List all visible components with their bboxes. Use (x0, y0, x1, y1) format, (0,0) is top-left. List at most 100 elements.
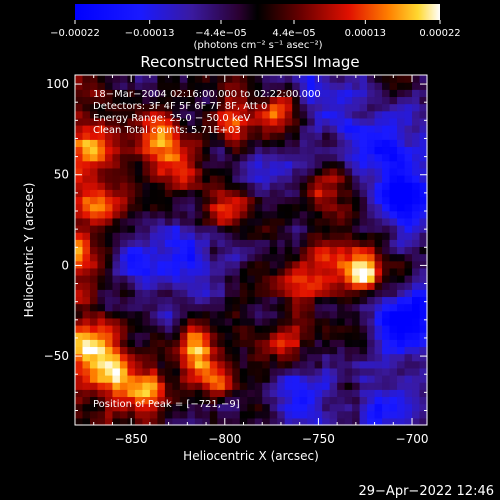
heatmap-cell (112, 282, 121, 290)
heatmap-cell (82, 275, 91, 283)
heatmap-cell (337, 267, 346, 276)
heatmap-cell (299, 253, 308, 262)
heatmap-cell (284, 325, 293, 333)
heatmap-cell (149, 332, 158, 340)
heatmap-cell (194, 296, 203, 305)
heatmap-cell (307, 375, 316, 383)
heatmap-cell (412, 346, 421, 355)
heatmap-cell (179, 139, 188, 148)
heatmap-cell (307, 389, 316, 398)
heatmap-cell (352, 246, 361, 255)
heatmap-cell (172, 275, 181, 283)
heatmap-cell (112, 289, 121, 298)
heatmap-cell (322, 303, 331, 312)
heatmap-cell (97, 117, 106, 126)
heatmap-cell (412, 132, 421, 140)
heatmap-cell (194, 182, 203, 190)
heatmap-cell (164, 182, 173, 190)
heatmap-cell (179, 232, 188, 240)
heatmap-cell (202, 396, 211, 405)
heatmap-cell (412, 267, 421, 276)
heatmap-cell (412, 332, 421, 340)
heatmap-cell (97, 146, 106, 155)
heatmap-cell (307, 96, 316, 105)
heatmap-cell (352, 146, 361, 155)
heatmap-cell (104, 103, 114, 112)
heatmap-cell (389, 110, 398, 119)
heatmap-cell (224, 367, 233, 376)
heatmap-cell (404, 417, 413, 426)
heatmap-cell (179, 160, 188, 169)
heatmap-cell (382, 167, 391, 176)
heatmap-cell (269, 146, 278, 155)
heatmap-cell (322, 153, 331, 162)
heatmap-cell (224, 332, 233, 340)
heatmap-cell (284, 367, 293, 376)
heatmap-cell (254, 246, 263, 255)
heatmap-cell (224, 303, 233, 312)
heatmap-cell (382, 403, 391, 412)
heatmap-cell (299, 289, 308, 298)
heatmap-cell (292, 367, 301, 376)
heatmap-cell (149, 225, 158, 233)
heatmap-cell (359, 396, 368, 405)
heatmap-cell (187, 239, 196, 248)
heatmap-cell (412, 125, 421, 133)
heatmap-cell (149, 110, 158, 119)
heatmap-cell (359, 389, 368, 398)
heatmap-cell (142, 289, 151, 298)
heatmap-cell (277, 289, 286, 298)
heatmap-cell (262, 167, 271, 176)
heatmap-cell (247, 382, 256, 390)
heatmap-cell (277, 375, 286, 383)
heatmap-cell (97, 96, 106, 105)
heatmap-cell (112, 303, 121, 312)
heatmap-cell (397, 117, 406, 126)
heatmap-cell (367, 303, 376, 312)
heatmap-cell (269, 389, 278, 398)
heatmap-cell (277, 103, 286, 112)
heatmap-cell (329, 103, 338, 112)
heatmap-cell (292, 167, 301, 176)
heatmap-cell (299, 346, 308, 355)
heatmap-cell (329, 260, 338, 269)
heatmap-cell (269, 253, 278, 262)
heatmap-cell (404, 239, 413, 248)
heatmap-cell (164, 367, 173, 376)
heatmap-cell (299, 196, 308, 205)
heatmap-cell (314, 132, 323, 140)
heatmap-cell (397, 303, 406, 312)
heatmap-cell (157, 310, 166, 319)
heatmap-cell (344, 253, 353, 262)
heatmap-cell (247, 417, 256, 426)
heatmap-cell (194, 325, 203, 333)
heatmap-cell (269, 403, 278, 412)
heatmap-cell (247, 139, 256, 148)
heatmap-cell (224, 275, 233, 283)
heatmap-cell (397, 82, 406, 90)
heatmap-cell (142, 260, 151, 269)
heatmap-cell (149, 289, 158, 298)
heatmap-cell (209, 396, 218, 405)
heatmap-cell (142, 310, 151, 319)
heatmap-cell (322, 353, 331, 362)
heatmap-cell (202, 232, 211, 240)
heatmap-cell (209, 360, 218, 369)
heatmap-cell (277, 189, 286, 198)
heatmap-cell (142, 167, 151, 176)
heatmap-cell (404, 225, 413, 233)
heatmap-cell (367, 282, 376, 290)
heatmap-cell (149, 139, 158, 148)
heatmap-cell (322, 267, 331, 276)
heatmap-cell (75, 217, 84, 226)
heatmap-cell (232, 296, 241, 305)
heatmap-cell (307, 403, 316, 412)
heatmap-cell (262, 103, 271, 112)
heatmap-cell (89, 167, 99, 176)
heatmap-cell (322, 96, 331, 105)
heatmap-cell (89, 225, 99, 233)
heatmap-cell (307, 132, 316, 140)
heatmap-cell (164, 132, 173, 140)
heatmap-cell (419, 403, 428, 412)
heatmap-cell (239, 253, 248, 262)
